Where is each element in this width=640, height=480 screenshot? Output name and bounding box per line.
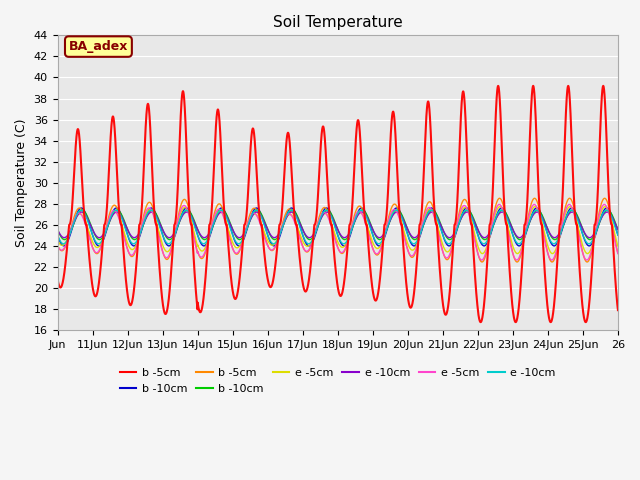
Y-axis label: Soil Temperature (C): Soil Temperature (C) (15, 119, 28, 247)
Legend: b -5cm, b -10cm, b -5cm, b -10cm, e -5cm, e -10cm, e -5cm, e -10cm: b -5cm, b -10cm, b -5cm, b -10cm, e -5cm… (115, 364, 560, 398)
Text: BA_adex: BA_adex (68, 40, 128, 53)
Title: Soil Temperature: Soil Temperature (273, 15, 403, 30)
